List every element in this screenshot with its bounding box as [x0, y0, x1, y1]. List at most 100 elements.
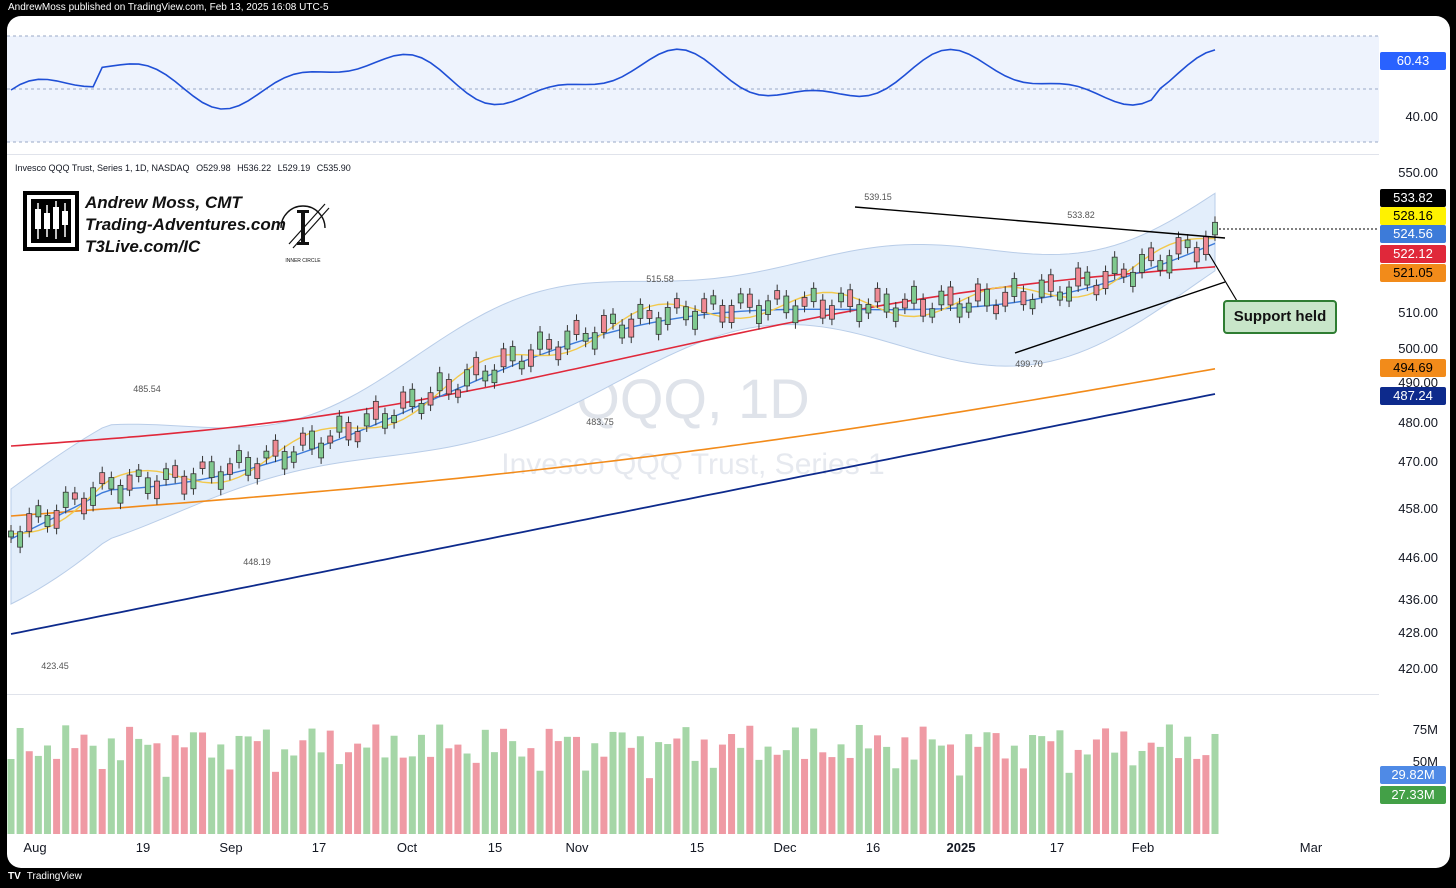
candle-body — [637, 303, 644, 319]
price-axis-tick: 480.00 — [1398, 415, 1438, 430]
candle-body — [892, 307, 899, 322]
candle-body — [464, 369, 470, 387]
candle-body — [436, 372, 443, 392]
resistance-trendline — [854, 206, 1226, 239]
price-axis-tick: 500.00 — [1398, 341, 1438, 356]
volume-bar — [709, 767, 717, 834]
candle-body — [1202, 236, 1209, 256]
candle-body — [673, 298, 680, 309]
time-axis-tick: 16 — [865, 840, 881, 855]
volume-bar — [381, 757, 389, 834]
watermark-name: Invesco QQQ Trust, Series 1 — [501, 448, 885, 481]
candle-body — [710, 295, 717, 305]
volume-bar — [1129, 765, 1137, 834]
volume-bar — [992, 733, 1000, 834]
volume-bar — [253, 741, 261, 834]
candle-body — [217, 471, 224, 490]
volume-bar — [1083, 754, 1091, 834]
candle-body — [1120, 268, 1127, 278]
volume-bar — [1074, 749, 1082, 834]
volume-bar — [673, 738, 681, 834]
volume-bar — [43, 745, 51, 834]
volume-bar — [344, 752, 352, 834]
volume-bar — [573, 736, 581, 834]
candle-body — [1002, 291, 1009, 307]
volume-bar — [536, 770, 544, 834]
candle-body — [8, 530, 14, 538]
volume-bar — [472, 762, 480, 834]
volume-bar — [1175, 758, 1183, 834]
candle-body — [993, 305, 999, 315]
candle-body — [1130, 271, 1136, 287]
volume-bar — [89, 745, 97, 834]
price-axis-tick: 436.00 — [1398, 592, 1438, 607]
candle-body — [272, 439, 279, 457]
candle-body — [655, 317, 662, 335]
volume-bar — [16, 727, 24, 834]
candle-body — [911, 285, 917, 304]
volume-bar — [892, 768, 900, 834]
price-tag: 533.82 — [1380, 189, 1446, 207]
branding-name: Andrew Moss, CMT — [85, 193, 242, 212]
volume-bar — [226, 769, 234, 834]
price-axis-tick: 420.00 — [1398, 661, 1438, 676]
candle-body — [591, 332, 598, 350]
candle-body — [810, 287, 817, 303]
volume-bar — [974, 746, 982, 834]
volume-bar — [436, 724, 444, 834]
candle-body — [236, 450, 242, 463]
volume-bar — [235, 735, 243, 834]
candle-body — [546, 339, 553, 350]
legend-close: C535.90 — [316, 163, 351, 173]
volume-bar — [965, 734, 973, 834]
candle-body — [354, 431, 361, 443]
volume-bar — [563, 736, 571, 834]
volume-bar — [755, 759, 763, 834]
candle-body — [363, 413, 370, 427]
volume-bar — [335, 764, 343, 834]
volume-bar — [427, 756, 435, 834]
chart-canvas[interactable]: Invesco QQQ Trust, Series 1, 1D, NASDAQ … — [7, 16, 1450, 868]
volume-bar — [664, 744, 672, 834]
volume-bar — [1202, 755, 1210, 834]
candle-body — [965, 302, 972, 313]
candle-body — [1184, 239, 1191, 249]
volume-bar — [1147, 742, 1155, 834]
volume-bar — [98, 768, 106, 834]
volume-tag: 29.82M — [1380, 766, 1446, 784]
volume-bar — [454, 744, 462, 834]
volume-bar — [801, 758, 809, 834]
legend-symbol: Invesco QQQ Trust, Series 1, 1D, NASDAQ — [15, 163, 190, 173]
candle-body — [920, 299, 927, 317]
candle-body — [372, 400, 379, 420]
candle-body — [409, 388, 416, 408]
volume-bar — [1120, 731, 1128, 834]
support-trendline — [1014, 281, 1226, 354]
sma100-line — [10, 368, 1216, 517]
candle-body — [345, 422, 352, 441]
tradingview-footer: TV TradingView — [8, 871, 82, 882]
price-point-label: 423.45 — [41, 661, 69, 671]
time-axis-tick: 15 — [689, 840, 705, 855]
volume-bar — [135, 738, 143, 834]
candle-body — [208, 461, 215, 478]
candle-body — [290, 451, 297, 463]
sma200-line — [10, 393, 1216, 635]
price-tag: 494.69 — [1380, 359, 1446, 377]
price-chart-svg[interactable] — [7, 16, 1379, 868]
candle-body — [1175, 237, 1182, 255]
volume-bar — [855, 724, 863, 834]
volume-bar — [791, 727, 799, 834]
candle-body — [883, 293, 890, 313]
volume-bar — [1156, 746, 1164, 834]
candle-body — [500, 348, 507, 368]
price-point-label: 499.70 — [1015, 359, 1043, 369]
candle-body — [1139, 254, 1145, 273]
volume-bar — [928, 739, 936, 834]
candle-body — [555, 346, 562, 361]
time-axis-tick: Mar — [1299, 840, 1323, 855]
candle-body — [856, 304, 863, 322]
candle-body — [99, 472, 106, 485]
candle-body — [391, 415, 397, 424]
